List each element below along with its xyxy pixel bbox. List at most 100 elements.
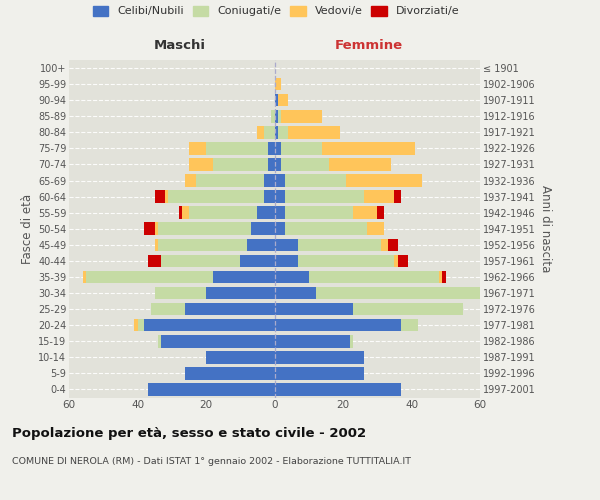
Bar <box>353 303 463 316</box>
Bar <box>264 190 275 203</box>
Bar <box>86 270 213 283</box>
Bar <box>206 351 275 364</box>
Bar <box>151 303 185 316</box>
Bar <box>288 126 340 138</box>
Bar <box>264 174 275 187</box>
Bar <box>179 206 182 219</box>
Text: Femmine: Femmine <box>335 38 403 52</box>
Bar <box>182 206 189 219</box>
Bar <box>298 238 380 251</box>
Bar <box>497 287 500 300</box>
Bar <box>247 238 275 251</box>
Bar <box>394 190 401 203</box>
Bar <box>364 190 394 203</box>
Bar <box>298 254 394 267</box>
Y-axis label: Fasce di età: Fasce di età <box>20 194 34 264</box>
Text: COMUNE DI NEROLA (RM) - Dati ISTAT 1° gennaio 2002 - Elaborazione TUTTITALIA.IT: COMUNE DI NEROLA (RM) - Dati ISTAT 1° ge… <box>12 458 411 466</box>
Bar <box>275 142 281 154</box>
Bar <box>155 287 206 300</box>
Bar <box>189 206 257 219</box>
Bar <box>155 190 165 203</box>
Bar <box>271 110 275 122</box>
Bar <box>275 190 285 203</box>
Bar <box>161 254 240 267</box>
Bar <box>439 270 442 283</box>
Bar <box>350 335 353 347</box>
Bar <box>268 158 275 170</box>
Bar <box>185 174 196 187</box>
Bar <box>275 287 316 300</box>
Bar <box>322 142 415 154</box>
Bar <box>240 254 275 267</box>
Bar <box>329 158 391 170</box>
Legend: Celibi/Nubili, Coniugati/e, Vedovi/e, Divorziati/e: Celibi/Nubili, Coniugati/e, Vedovi/e, Di… <box>93 6 459 16</box>
Bar <box>281 110 322 122</box>
Bar <box>275 94 278 106</box>
Bar <box>213 270 275 283</box>
Bar <box>165 190 169 203</box>
Bar <box>275 126 278 138</box>
Bar <box>275 367 364 380</box>
Bar <box>275 222 285 235</box>
Bar <box>251 222 275 235</box>
Bar <box>367 222 384 235</box>
Bar <box>185 367 275 380</box>
Bar <box>155 222 158 235</box>
Bar <box>278 94 288 106</box>
Bar <box>83 270 86 283</box>
Bar <box>148 383 275 396</box>
Bar <box>134 319 137 332</box>
Bar <box>264 126 275 138</box>
Bar <box>316 287 497 300</box>
Bar <box>394 254 398 267</box>
Bar <box>158 238 247 251</box>
Bar <box>275 270 309 283</box>
Bar <box>278 110 281 122</box>
Bar <box>380 238 388 251</box>
Bar <box>285 206 353 219</box>
Bar <box>196 174 264 187</box>
Bar <box>281 142 322 154</box>
Y-axis label: Anni di nascita: Anni di nascita <box>539 185 553 272</box>
Bar <box>145 222 155 235</box>
Bar <box>275 110 278 122</box>
Bar <box>158 222 251 235</box>
Bar <box>206 287 275 300</box>
Bar <box>155 238 158 251</box>
Bar <box>275 78 281 90</box>
Bar <box>137 319 145 332</box>
Bar <box>275 206 285 219</box>
Bar <box>285 222 367 235</box>
Bar <box>309 270 439 283</box>
Text: Popolazione per età, sesso e stato civile - 2002: Popolazione per età, sesso e stato civil… <box>12 428 366 440</box>
Bar <box>206 142 268 154</box>
Bar <box>185 303 275 316</box>
Bar <box>213 158 268 170</box>
Bar <box>377 206 384 219</box>
Bar <box>145 319 275 332</box>
Bar <box>401 319 418 332</box>
Bar <box>346 174 422 187</box>
Bar <box>278 126 288 138</box>
Bar <box>281 158 329 170</box>
Bar <box>189 158 213 170</box>
Bar <box>285 174 346 187</box>
Bar <box>285 190 364 203</box>
Bar <box>353 206 377 219</box>
Bar <box>275 383 401 396</box>
Text: Maschi: Maschi <box>154 38 206 52</box>
Bar <box>398 254 408 267</box>
Bar <box>275 319 401 332</box>
Bar <box>257 126 264 138</box>
Bar <box>388 238 398 251</box>
Bar <box>275 174 285 187</box>
Bar <box>148 254 161 267</box>
Bar <box>268 142 275 154</box>
Bar <box>442 270 446 283</box>
Bar <box>257 206 275 219</box>
Bar <box>169 190 264 203</box>
Bar <box>158 335 161 347</box>
Bar <box>161 335 275 347</box>
Bar <box>275 303 353 316</box>
Bar <box>189 142 206 154</box>
